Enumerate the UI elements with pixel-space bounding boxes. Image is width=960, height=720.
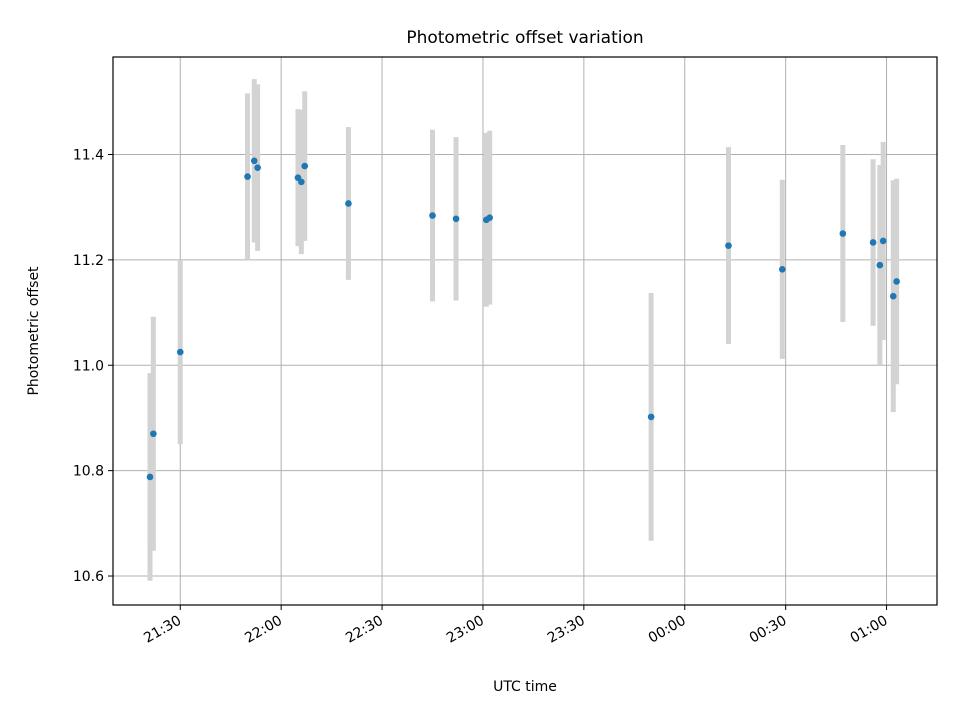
y-tick-label: 11.2 [73, 253, 104, 269]
data-point [869, 239, 877, 246]
data-point [345, 200, 352, 207]
x-tick-label: 22:00 [242, 613, 285, 647]
plot-area-frame [112, 56, 938, 606]
data-point [486, 214, 493, 222]
data-point [150, 430, 157, 438]
data-point [244, 173, 251, 180]
y-axis-ticks: 10.6 10.8 11.0 11.2 11.4 [73, 147, 113, 585]
x-axis-label: UTC time [493, 679, 557, 695]
x-tick-label: 00:30 [747, 613, 790, 647]
data-point [876, 261, 884, 269]
data-point [839, 230, 847, 237]
y-tick-label: 11.4 [73, 147, 104, 163]
data-point [778, 266, 786, 273]
x-tick-label: 21:30 [141, 613, 184, 647]
y-axis-label: Photometric offset [26, 266, 42, 396]
data-point [879, 237, 887, 245]
data-point [176, 348, 184, 356]
data-point [301, 162, 309, 170]
data-point [647, 413, 655, 421]
y-tick-label: 10.6 [73, 569, 104, 585]
x-tick-label: 23:30 [545, 613, 588, 647]
data-point [254, 164, 261, 171]
data-point [146, 473, 154, 481]
data-point [725, 242, 732, 249]
y-tick-label: 11.0 [73, 358, 104, 374]
data-point [298, 178, 305, 186]
data-point [250, 157, 258, 165]
x-tick-label: 00:00 [646, 613, 689, 647]
x-tick-label: 23:00 [444, 613, 487, 647]
data-point [889, 292, 897, 300]
grid [113, 57, 937, 605]
x-tick-label: 01:00 [848, 613, 891, 647]
data-point [893, 278, 900, 285]
data-point [429, 212, 436, 219]
x-axis-ticks: 21:30 22:00 22:30 23:00 23:30 00:00 00:30 01:00 [141, 605, 891, 647]
data-point [452, 215, 460, 223]
chart-title: Photometric offset variation [406, 28, 643, 48]
y-tick-label: 10.8 [73, 464, 104, 480]
x-tick-label: 22:30 [343, 613, 386, 647]
data-points [146, 157, 900, 481]
